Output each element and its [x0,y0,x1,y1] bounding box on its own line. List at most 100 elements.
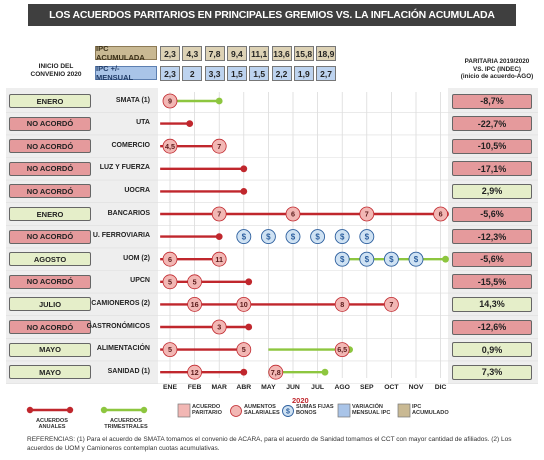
ipc-acumulada-cell: 7,8 [204,46,225,61]
legend-box-swatch [337,403,351,418]
salary-vs-ipc-result: -5,6% [452,251,532,267]
month-tick-label: JUL [311,384,325,391]
legend-box-swatch [397,403,411,418]
fixed-sum-icon: $ [315,232,320,241]
fixed-sum-icon: $ [340,255,345,264]
union-name: UOCRA [124,186,150,194]
salary-increase-value: 7 [217,210,221,219]
salary-increase-marker [187,296,203,312]
fixed-sum-marker [334,229,350,245]
convenio-start-badge: NO ACORDÓ [9,116,91,131]
salary-vs-ipc-result: -22,7% [452,116,532,132]
ipc-mensual-cell: 2,3 [160,66,180,81]
fixed-sum-marker [260,229,276,245]
salary-increase-value: 7 [389,300,393,309]
ipc-acumulada-cell: 2,3 [160,46,180,61]
month-tick-label: FEB [187,384,202,391]
salary-vs-ipc-result: -17,1% [452,161,532,177]
salary-vs-ipc-result: 7,3% [452,364,532,380]
fixed-sum-marker [359,229,375,245]
month-tick-label: ENE [163,384,177,391]
legend-label: ACUERDOS TRIMESTRALES [104,418,148,431]
fixed-sum-marker [334,251,350,267]
month-tick-label: MAY [261,384,276,391]
ipc-mensual-cell: 2,2 [271,66,292,81]
salary-increase-value: 11 [215,255,223,264]
legend-dot-swatch [100,406,108,414]
fixed-sum-marker [383,251,399,267]
month-tick-label: AGO [334,384,350,391]
salary-vs-ipc-result: -5,6% [452,206,532,222]
month-tick-label: OCT [384,384,399,391]
salary-increase-marker [433,206,449,222]
year-label: 2020 [292,396,309,405]
union-name: CAMIONEROS (2) [91,299,150,307]
fixed-sum-icon: $ [389,255,394,264]
salary-increase-value: 7 [365,210,369,219]
union-name: COMERCIO [111,141,151,149]
ipc-mensual-cell: 2,7 [316,66,337,81]
salary-vs-ipc-result: -10,5% [452,138,532,154]
salary-increase-value: 5 [168,277,172,286]
agreement-end-dot [321,368,329,376]
fixed-sum-icon: $ [266,232,271,241]
convenio-start-badge: MAYO [9,342,91,357]
union-name: ALIMENTACIÓN [96,345,150,353]
salary-increase-marker [211,319,227,335]
salary-increase-marker [162,342,178,358]
header-left-line: CONVENIO 2020 [30,71,82,78]
ipc-mensual-cell: 1,5 [226,66,247,81]
convenio-start-badge: NO ACORDÓ [9,184,91,199]
salary-vs-ipc-result: -12,3% [452,229,532,245]
legend-dollar-icon: $ [286,409,290,416]
salary-increase-marker [211,206,227,222]
union-name: BANCARIOS [107,209,150,217]
header-inicio-convenio: INICIO DEL CONVENIO 2020 [8,63,104,79]
salary-increase-marker [236,342,252,358]
month-tick-label: NOV [408,384,424,391]
fixed-sum-marker [408,251,424,267]
convenio-start-badge: JULIO [9,297,91,312]
month-tick-label: SEP [359,384,374,391]
legend-label: ACUERDOS ANUALES [35,418,68,431]
fixed-sum-icon: $ [365,232,370,241]
salary-vs-ipc-result: -8,7% [452,93,532,109]
references-note: REFERENCIAS: (1) Para el acuerdo de SMAT… [27,436,512,452]
month-tick-label: DIC [434,384,447,391]
convenio-start-badge: MAYO [9,365,91,380]
salary-increase-marker [334,296,350,312]
ipc-acumulada-cell: 9,4 [226,46,247,61]
salary-vs-ipc-result: 14,3% [452,296,532,312]
salary-increase-marker [268,364,284,380]
salary-increase-marker [162,251,178,267]
salary-increase-value: 12 [191,368,199,377]
salary-increase-marker [359,206,375,222]
union-name: SMATA (1) [115,96,150,104]
header-right-line: VS. IPC (INDEC) [473,65,521,73]
salary-increase-marker [187,364,203,380]
header-left-line: INICIO DEL [38,63,74,70]
salary-increase-value: 10 [240,300,248,309]
salary-increase-marker [383,296,399,312]
header-right-line: PARITARIA 2019/2020 [464,58,530,65]
legend-label: IPC ACUMULADO [412,404,449,417]
fixed-sum-icon: $ [340,232,345,241]
legend-label: AUMENTOS SALARIALES [244,404,280,417]
convenio-start-badge: ENERO [9,207,91,221]
salary-increase-value: 9 [168,97,172,106]
ipc-mensual-cell: 1,5 [249,66,270,81]
union-name: GASTRONÓMICOS [86,322,150,330]
legend-dot-swatch [140,406,148,414]
union-name: UPCN [130,277,150,285]
agreement-end-dot [215,97,223,105]
salary-increase-value: 5 [242,345,246,354]
fixed-sum-icon: $ [414,255,419,264]
fixed-sum-marker [359,251,375,267]
union-name: U. FERROVIARIA [92,232,150,240]
ipc-acumulada-cell: 4,3 [182,46,203,61]
agreement-end-dot [240,165,248,173]
ipc-acumulada-label: IPC ACUMULADA [95,44,157,62]
agreement-end-dot [245,323,253,331]
salary-increase-marker [211,138,227,154]
month-tick-label: JUN [286,384,300,391]
